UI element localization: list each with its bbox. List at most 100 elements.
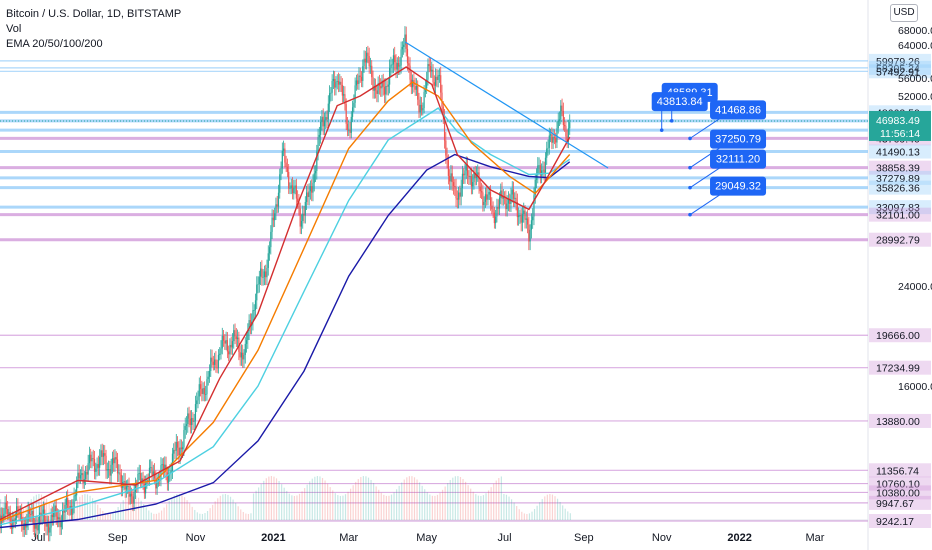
candle-body: [493, 212, 495, 224]
volume-bar: [393, 492, 395, 520]
candle-body: [532, 216, 534, 221]
candle-body: [60, 521, 62, 528]
candle-body: [46, 523, 48, 527]
candle-body: [224, 340, 226, 344]
volume-bar: [120, 503, 122, 520]
volume-bar: [109, 513, 112, 520]
candle-body: [102, 453, 105, 457]
candle-body: [183, 430, 185, 448]
candle-body: [318, 134, 320, 138]
candle-body: [113, 458, 115, 464]
candle-body: [438, 75, 441, 77]
volume-bar: [209, 508, 211, 520]
candle-body: [302, 213, 304, 222]
candle-body: [325, 117, 327, 121]
volume-bar: [418, 482, 421, 520]
candle-body: [479, 186, 481, 192]
volume-bar: [500, 476, 502, 520]
volume-bar: [373, 483, 375, 520]
candle-body: [420, 104, 423, 111]
volume-bar: [86, 494, 89, 520]
candle-body: [489, 191, 492, 206]
volume-bar: [352, 485, 354, 520]
candle-body: [182, 447, 184, 450]
volume-bar: [431, 495, 433, 520]
level-label-bg: [869, 64, 931, 79]
candle-body: [265, 271, 267, 278]
volume-bar: [97, 504, 99, 520]
candle-body: [480, 191, 483, 193]
volume-bar: [273, 476, 275, 520]
candle-body: [222, 335, 225, 341]
volume-bar: [240, 509, 242, 520]
candle-body: [84, 471, 87, 480]
volume-bar: [79, 496, 81, 520]
candle-body: [159, 478, 161, 480]
candle-body: [457, 192, 460, 200]
volume-bar: [378, 489, 380, 520]
level-price-label: 32101.00: [876, 210, 920, 222]
x-tick-label: May: [416, 532, 437, 544]
candle-body: [105, 455, 107, 471]
volume-bar: [99, 508, 101, 520]
volume-bar: [516, 506, 518, 520]
volume-bar: [48, 501, 50, 520]
volume-bar: [250, 513, 252, 520]
current-price-label-bg: [869, 110, 931, 141]
volume-bar: [482, 495, 485, 520]
ema-indicator-label[interactable]: EMA 20/50/100/200: [6, 38, 103, 50]
candle-body: [106, 469, 108, 471]
candle-body: [162, 464, 165, 470]
volume-indicator-label[interactable]: Vol: [6, 23, 22, 35]
candle-body: [519, 215, 521, 217]
volume-bar: [291, 495, 293, 520]
candle-body: [520, 215, 522, 223]
x-tick-label: Jul: [498, 532, 512, 544]
volume-bar: [477, 495, 479, 520]
candle-body: [174, 449, 176, 451]
candle-body: [257, 284, 259, 285]
candle-body: [505, 197, 507, 210]
candle-body: [320, 121, 322, 135]
candle-body: [211, 357, 213, 362]
volume-bar: [406, 477, 408, 520]
candle-body: [207, 376, 209, 380]
candle-body: [151, 467, 153, 476]
candle-body: [447, 159, 449, 176]
candle-body: [552, 137, 554, 143]
x-tick-label: Nov: [652, 532, 672, 544]
candle-body: [357, 80, 359, 85]
candle-body: [353, 102, 355, 108]
level-price-label: 38858.39: [876, 163, 920, 175]
candle-body: [170, 470, 172, 473]
candle-body: [27, 509, 29, 523]
volume-bar: [107, 513, 109, 520]
candle-body: [171, 453, 174, 471]
volume-bar: [539, 502, 541, 520]
volume-bar: [275, 478, 278, 520]
candle-body: [428, 64, 430, 67]
volume-bar: [66, 512, 68, 520]
candle-body: [547, 147, 549, 149]
candle-body: [285, 162, 287, 167]
candle-body: [386, 86, 388, 87]
candle-body: [243, 354, 245, 360]
candle-body: [362, 66, 364, 81]
candle-body: [502, 196, 504, 199]
currency-button[interactable]: USD: [890, 4, 918, 22]
candle-body: [90, 454, 92, 462]
volume-bar: [447, 483, 449, 520]
y-tick-label: 68000.00: [898, 25, 932, 37]
candle-body: [263, 271, 266, 278]
symbol-title: Bitcoin / U.S. Dollar, 1D, BITSTAMP: [6, 8, 182, 20]
annotation-box: [710, 149, 767, 169]
volume-bar: [166, 504, 168, 520]
ema200-line: [0, 153, 571, 529]
candle-body: [160, 465, 162, 480]
x-tick-label: 2021: [261, 532, 285, 544]
candle-body: [189, 418, 191, 425]
candle-body: [133, 491, 135, 504]
volume-bar: [429, 494, 431, 520]
